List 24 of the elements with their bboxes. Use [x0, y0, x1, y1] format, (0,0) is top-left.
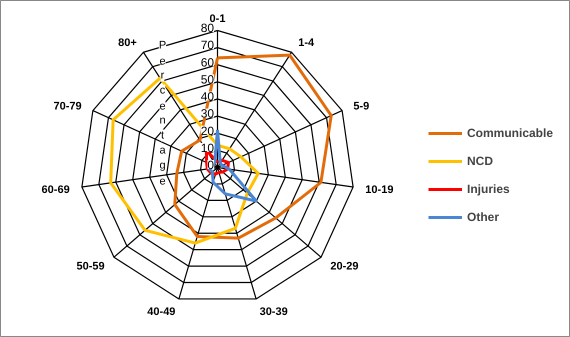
y-tick-label: 30 [200, 106, 214, 121]
spoke-label: 10-19 [365, 184, 394, 196]
spoke-label: 70-79 [54, 100, 82, 112]
y-tick-label: 70 [200, 38, 214, 52]
y-tick-label: 80 [200, 21, 214, 35]
y-tick-label: 10 [200, 140, 214, 155]
y-tick-label: 50 [200, 72, 214, 86]
spoke-label: 80+ [118, 36, 137, 49]
spoke-label: 60-69 [42, 184, 70, 196]
spoke-label: 5-9 [353, 100, 370, 112]
spoke-label: 30-39 [260, 306, 288, 318]
spoke-label: 1-4 [298, 36, 316, 49]
text: Percentage [158, 40, 166, 188]
legend-label: NCD [467, 154, 493, 168]
spoke-label: 20-29 [330, 260, 358, 272]
legend-label: Injuries [467, 182, 510, 196]
y-tick-label: 60 [200, 55, 214, 70]
y-tick-label: 40 [200, 90, 214, 104]
legend-label: Other [467, 210, 500, 224]
y-tick-label: 0 [207, 158, 214, 172]
y-tick-label: 20 [200, 124, 214, 138]
spoke-label: 40-49 [147, 306, 176, 318]
legend-label: Communicable [467, 126, 554, 140]
spoke-label: 50-59 [76, 260, 105, 272]
